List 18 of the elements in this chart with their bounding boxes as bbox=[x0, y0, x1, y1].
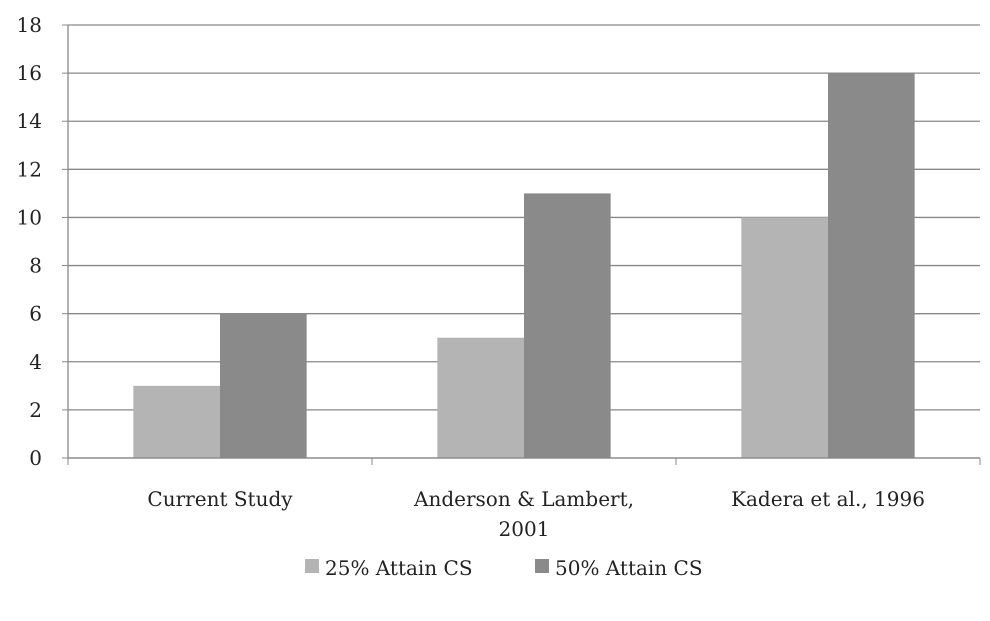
bar bbox=[133, 386, 220, 458]
y-tick-label: 0 bbox=[29, 446, 42, 470]
y-tick-label: 18 bbox=[16, 13, 42, 37]
legend-label: 50% Attain CS bbox=[555, 556, 703, 580]
y-tick-label: 12 bbox=[16, 157, 42, 182]
y-tick-label: 16 bbox=[16, 61, 42, 86]
y-tick-label: 6 bbox=[29, 302, 42, 326]
y-tick-label: 10 bbox=[16, 205, 42, 230]
bar bbox=[741, 217, 828, 458]
y-tick-label: 8 bbox=[29, 254, 42, 278]
bar bbox=[437, 338, 524, 458]
y-tick-label: 4 bbox=[29, 350, 42, 374]
y-tick-label: 14 bbox=[16, 109, 42, 134]
x-tick-label: Current Study bbox=[147, 487, 294, 511]
legend-label: 25% Attain CS bbox=[325, 556, 473, 580]
x-tick-label: Kadera et al., 1996 bbox=[731, 487, 925, 511]
x-tick-label: Anderson & Lambert, 2001 bbox=[413, 487, 634, 541]
y-tick-label: 2 bbox=[29, 398, 42, 422]
